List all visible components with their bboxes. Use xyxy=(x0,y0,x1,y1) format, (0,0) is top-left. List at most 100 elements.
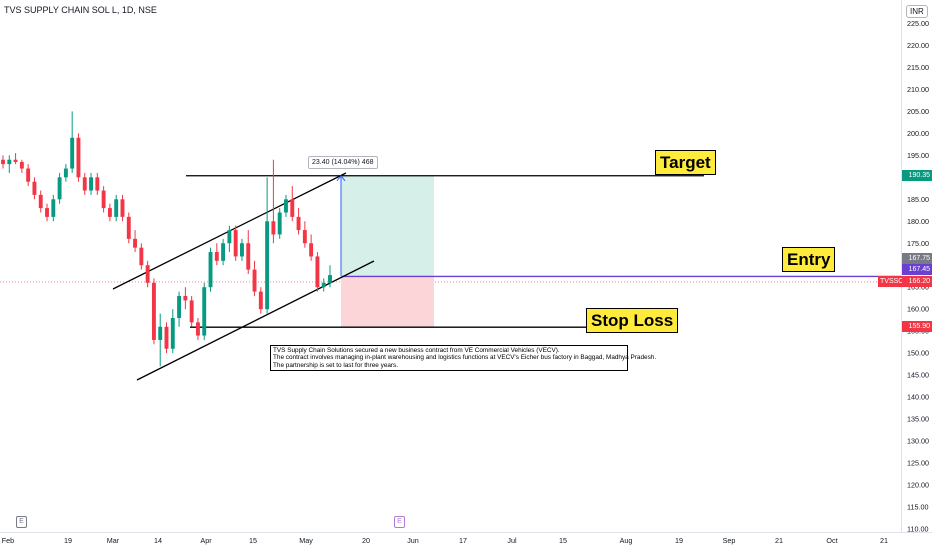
y-tick-label: 175.00 xyxy=(907,239,929,248)
target-zone xyxy=(341,175,434,277)
candle-body xyxy=(271,221,276,235)
stop-loss-label: Stop Loss xyxy=(586,308,679,333)
candle-body xyxy=(26,168,31,182)
candle-body xyxy=(315,256,320,288)
candle-body xyxy=(1,159,5,165)
candle-body xyxy=(290,199,295,217)
candle-body xyxy=(177,295,182,318)
symbol-badge: TVSSCS xyxy=(878,276,911,287)
candle-body xyxy=(246,243,251,270)
candle-body xyxy=(277,212,282,235)
candle-body xyxy=(183,295,188,301)
candle-body xyxy=(302,230,307,244)
chart-title: TVS SUPPLY CHAIN SOL L, 1D, NSE xyxy=(4,5,157,15)
candle-body xyxy=(252,269,257,292)
y-tick-label: 130.00 xyxy=(907,437,929,446)
y-tick-label: 200.00 xyxy=(907,129,929,138)
candle-body xyxy=(89,177,93,191)
x-tick-label: Feb xyxy=(2,536,14,545)
candle-body xyxy=(321,282,326,288)
x-tick-label: 21 xyxy=(880,536,888,545)
candle-body xyxy=(145,265,150,283)
candle-body xyxy=(13,159,18,162)
x-tick-label: 15 xyxy=(559,536,567,545)
y-tick-label: 210.00 xyxy=(907,85,929,94)
earnings-upcoming-icon[interactable]: E xyxy=(394,516,405,528)
x-tick-label: 14 xyxy=(154,536,162,545)
stop-price-label: 155.90 xyxy=(902,321,932,332)
candle-body xyxy=(70,137,75,169)
y-tick-label: 185.00 xyxy=(907,195,929,204)
candle-body xyxy=(82,177,87,191)
candle-body xyxy=(158,326,163,340)
candle-body xyxy=(296,216,301,231)
candle-body xyxy=(233,230,238,257)
target-label: Target xyxy=(655,150,716,175)
x-tick-label: Jul xyxy=(507,536,517,545)
y-tick-label: 150.00 xyxy=(907,349,929,358)
x-tick-label: 19 xyxy=(675,536,683,545)
candle-body xyxy=(95,177,100,191)
candle-body xyxy=(38,194,43,209)
candle-body xyxy=(101,190,106,209)
candle-body xyxy=(202,287,207,336)
candle-body xyxy=(76,137,81,178)
y-tick-label: 220.00 xyxy=(907,41,929,50)
note-line-3: The partnership is set to last for three… xyxy=(273,361,399,369)
y-tick-label: 115.00 xyxy=(907,502,928,511)
candle-body xyxy=(164,326,169,349)
candle-body xyxy=(126,216,131,239)
x-tick-label: Jun xyxy=(407,536,419,545)
candle-body xyxy=(19,161,24,169)
y-tick-label: 195.00 xyxy=(907,151,929,160)
candle-body xyxy=(309,243,314,257)
candle-body xyxy=(57,177,62,200)
x-tick-label: Oct xyxy=(826,536,837,545)
candle-body xyxy=(133,238,138,248)
measure-label: 23.40 (14.04%) 468 xyxy=(308,156,378,169)
y-tick-label: 120.00 xyxy=(907,480,929,489)
candle-body xyxy=(107,208,112,217)
x-tick-label: Apr xyxy=(200,536,212,545)
target-price-label: 190.35 xyxy=(902,170,932,181)
candle-body xyxy=(114,199,119,217)
entry-label: Entry xyxy=(782,247,836,272)
y-tick-label: 125.00 xyxy=(907,459,929,468)
y-tick-label: 110.00 xyxy=(907,524,928,533)
note-line-1: TVS Supply Chain Solutions secured a new… xyxy=(273,347,560,354)
candle-body xyxy=(189,300,194,323)
stop-zone xyxy=(341,276,434,328)
channel-lower-line xyxy=(136,260,375,381)
x-tick-label: 15 xyxy=(249,536,257,545)
candle-body xyxy=(195,322,200,336)
candle-body xyxy=(7,159,12,165)
candle-body xyxy=(32,181,37,195)
x-tick-label: Aug xyxy=(620,536,633,545)
x-tick-label: 19 xyxy=(64,536,72,545)
x-tick-label: 20 xyxy=(362,536,370,545)
earnings-icon[interactable]: E xyxy=(16,516,27,528)
candle-body xyxy=(328,275,332,283)
x-tick-label: Sep xyxy=(723,536,736,545)
y-tick-label: 135.00 xyxy=(907,415,929,424)
last-price-label: 167.75 xyxy=(902,253,932,264)
y-tick-label: 165.00 xyxy=(907,283,929,292)
candle-body xyxy=(221,243,226,261)
candle-body xyxy=(45,208,49,217)
y-tick-label: 205.00 xyxy=(907,107,929,116)
candle-body xyxy=(170,317,175,349)
currency-badge[interactable]: INR xyxy=(906,5,928,18)
y-tick-label: 145.00 xyxy=(907,371,929,380)
entry-price-label: 167.45 xyxy=(902,264,932,275)
news-note: TVS Supply Chain Solutions secured a new… xyxy=(270,345,656,372)
candle-body xyxy=(139,247,144,266)
x-tick-label: 17 xyxy=(459,536,467,545)
candle-body xyxy=(120,199,125,217)
candle-body xyxy=(63,168,68,178)
y-tick-label: 215.00 xyxy=(907,63,929,72)
y-tick-label: 180.00 xyxy=(907,217,929,226)
candle-body xyxy=(284,199,288,213)
candle-body xyxy=(240,243,244,257)
